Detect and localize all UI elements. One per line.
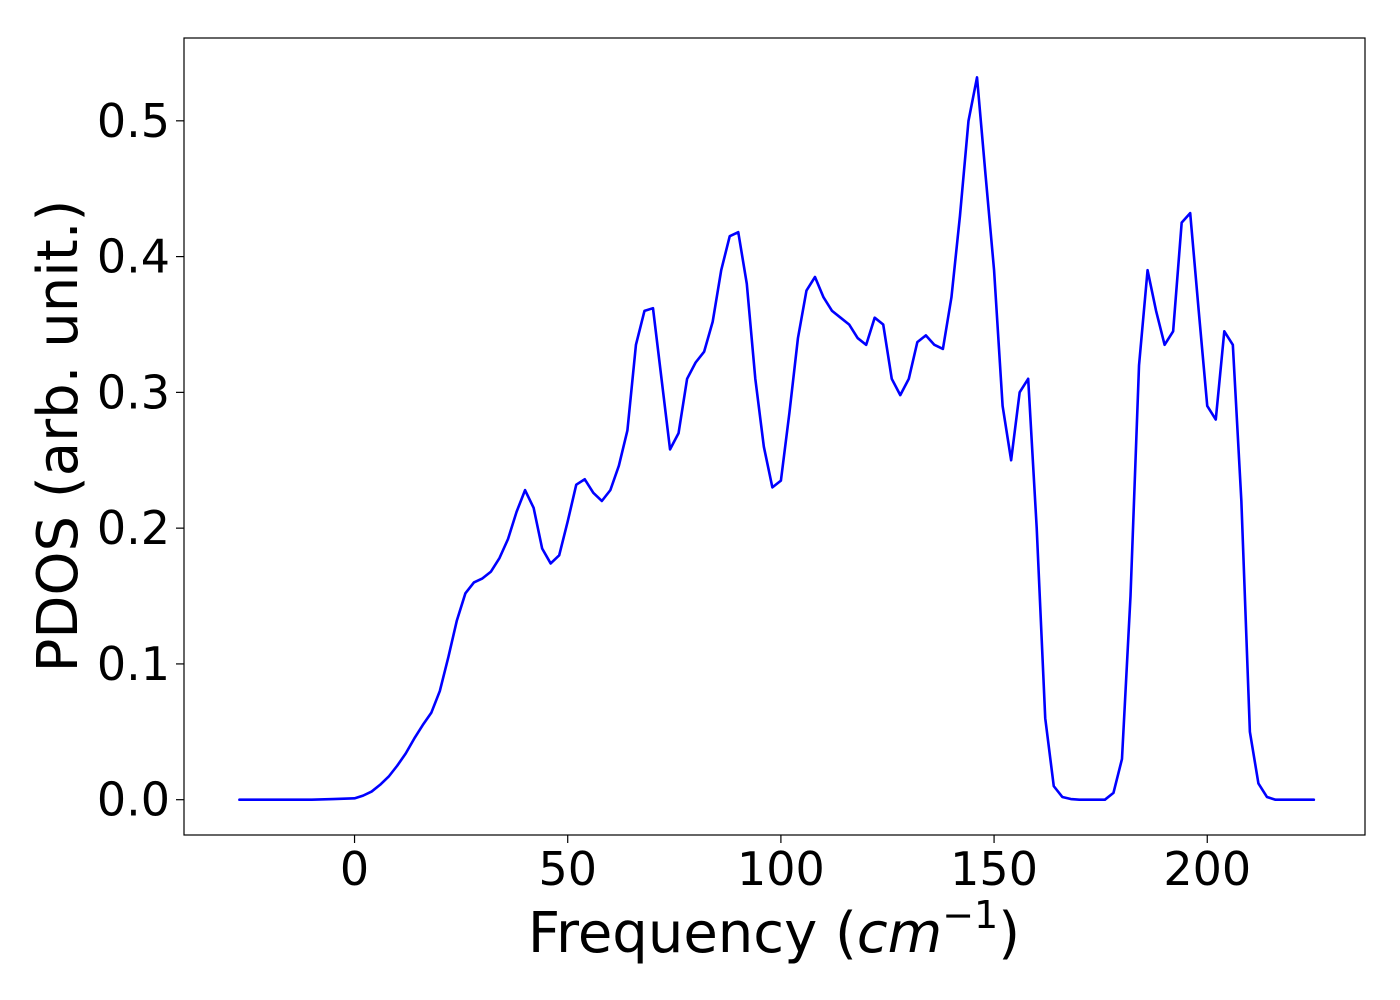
- y-tick-label: 0.2: [97, 501, 170, 555]
- y-tick-label: 0.0: [97, 773, 170, 827]
- x-tick-label: 150: [950, 842, 1038, 896]
- y-tick-label: 0.5: [97, 94, 170, 148]
- x-axis-label-unit: cm: [857, 901, 942, 966]
- x-tick-label: 200: [1163, 842, 1251, 896]
- y-tick-label: 0.4: [97, 230, 170, 284]
- x-tick-label: 0: [340, 842, 369, 896]
- x-tick-label: 50: [538, 842, 597, 896]
- x-axis: 0 50 100 150 200: [340, 835, 1251, 896]
- y-tick-label: 0.3: [97, 365, 170, 419]
- x-axis-label: Frequency (cm−1): [528, 893, 1020, 966]
- x-tick-label: 100: [737, 842, 825, 896]
- y-tick-label: 0.1: [97, 637, 170, 691]
- series-line-0: [238, 76, 1316, 802]
- y-axis: 0.0 0.1 0.2 0.3 0.4 0.5: [97, 94, 184, 827]
- x-axis-label-exponent: −1: [942, 893, 998, 937]
- x-axis-label-close: ): [998, 901, 1020, 966]
- plot-frame: [183, 37, 1366, 836]
- x-axis-label-text: Frequency (: [528, 901, 857, 966]
- y-axis-label: PDOS (arb. unit.): [26, 200, 91, 673]
- plot-area: [238, 76, 1316, 802]
